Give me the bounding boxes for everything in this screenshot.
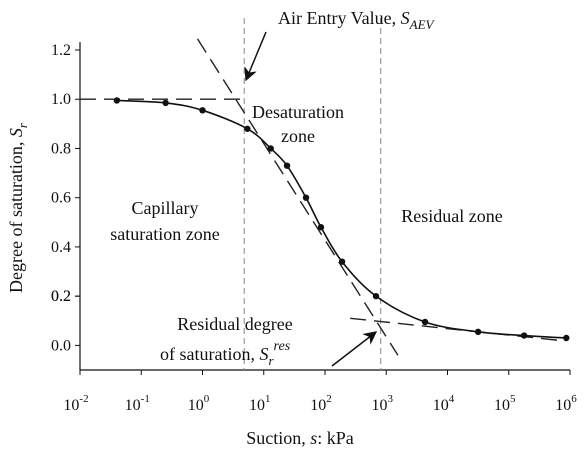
y-tick-label: 1.2 <box>51 42 71 59</box>
tick-base: 10 <box>310 397 326 414</box>
annotation: Residual degree <box>177 314 292 334</box>
y-tick-label: 0.2 <box>51 288 71 305</box>
tick-exponent: 0 <box>204 393 210 405</box>
y-tick-label: 0.0 <box>51 337 71 354</box>
tick-base: 10 <box>555 397 571 414</box>
x-tick-label: 105 <box>494 393 516 414</box>
data-point <box>162 99 169 107</box>
arrow <box>331 331 378 367</box>
x-tick-label: 10-2 <box>63 393 88 414</box>
x-tick-label: 103 <box>372 393 394 414</box>
data-point <box>338 258 346 265</box>
data-point <box>199 107 206 114</box>
x-tick-label: 10-1 <box>125 393 150 414</box>
x-tick-label: 104 <box>433 393 455 414</box>
data-point <box>563 334 570 342</box>
arrow <box>244 31 267 82</box>
tick-exponent: 1 <box>265 393 271 405</box>
tick-exponent: 4 <box>449 393 455 405</box>
tick-exponent: 3 <box>388 393 394 405</box>
data-point <box>520 332 528 339</box>
y-tick-label: 0.2 <box>51 288 71 305</box>
annotation: Capillary <box>132 198 199 218</box>
x-tick-label: 106 <box>555 393 577 414</box>
tick-exponent: -1 <box>141 393 150 405</box>
tick-base: 10 <box>372 397 388 414</box>
data-point <box>421 318 429 326</box>
y-tick-label: 1.0 <box>51 91 71 108</box>
tick-base: 10 <box>188 397 204 414</box>
tick-exponent: 2 <box>326 393 332 405</box>
tick-exponent: 5 <box>510 393 516 405</box>
data-point <box>317 224 325 231</box>
annotation: zone <box>281 126 315 146</box>
x-tick-label: 101 <box>249 393 271 414</box>
annotation: Desaturation <box>252 102 344 122</box>
data-point <box>302 194 310 201</box>
tick-exponent: 6 <box>571 393 577 405</box>
y-tick-label: 0.4 <box>51 239 71 256</box>
tick-base: 10 <box>433 397 449 414</box>
x-tick-label: 100 <box>188 393 210 414</box>
annotation: Air Entry Value, SAEV <box>278 8 436 32</box>
tick-base: 10 <box>494 397 510 414</box>
x-tick-label: 102 <box>310 393 332 414</box>
data-point <box>267 145 274 152</box>
data-point <box>474 328 482 336</box>
x-axis-label: Suction, s: kPa <box>246 428 354 448</box>
data-point <box>113 97 121 104</box>
tick-base: 10 <box>125 397 141 414</box>
data-point <box>372 292 380 300</box>
construction-line <box>196 38 399 356</box>
tick-base: 10 <box>249 397 265 414</box>
data-point <box>283 162 291 169</box>
curve <box>116 99 567 339</box>
y-axis-label: Degree of saturation, Sr <box>6 122 30 293</box>
annotation: saturation zone <box>110 224 219 244</box>
y-tick-label: 0.8 <box>51 140 71 157</box>
annotation: Residual zone <box>401 206 502 226</box>
y-tick-label: 0.6 <box>51 190 71 207</box>
data-point <box>244 125 251 132</box>
annotation: of saturation, Srres <box>160 339 291 368</box>
tick-exponent: -2 <box>79 393 88 405</box>
tick-base: 10 <box>63 397 79 414</box>
